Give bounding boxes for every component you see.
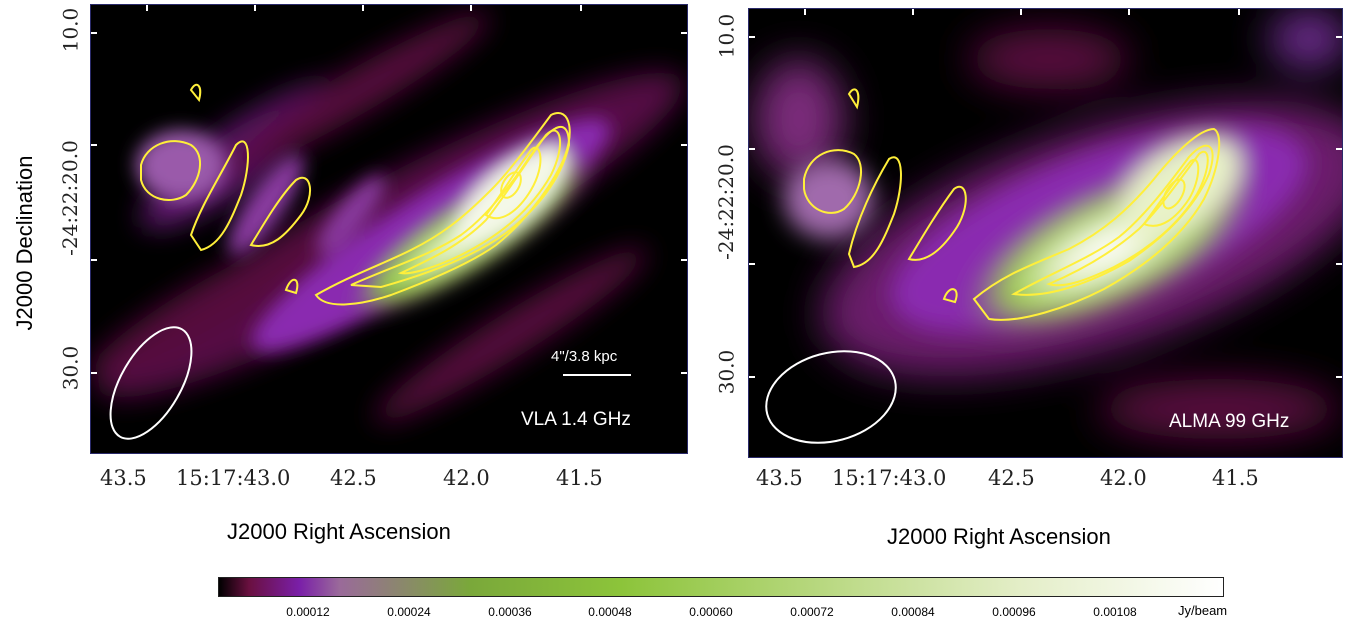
alma-map-image: ALMA 99 GHz <box>749 9 1342 457</box>
xtick-right-0: 43.5 <box>756 466 803 490</box>
ytick-left-30: 30.0 <box>58 345 83 391</box>
scalebar-label: 4"/3.8 kpc <box>551 348 618 365</box>
xtick-right-3: 42.0 <box>1100 466 1147 490</box>
xtick-left-4: 41.5 <box>556 466 603 490</box>
xtick-right-2: 42.5 <box>988 466 1035 490</box>
colorbar-tick: 0.00060 <box>689 605 733 619</box>
alma-panel-label: ALMA 99 GHz <box>1169 411 1289 432</box>
colorbar <box>218 577 1224 597</box>
vla-map-image: 4"/3.8 kpc VLA 1.4 GHz <box>91 5 687 453</box>
beam-ellipse <box>109 326 193 440</box>
colorbar-unit: Jy/beam <box>1178 603 1228 618</box>
colorbar-tick: 0.00084 <box>891 605 935 619</box>
ytick-right-10: 10.0 <box>714 13 739 59</box>
colorbar-tick: 0.00096 <box>992 605 1036 619</box>
y-axis-label: J2000 Declination <box>12 155 37 331</box>
x-axis-label-left: J2000 Right Ascension <box>227 519 451 544</box>
x-axis-label-right: J2000 Right Ascension <box>887 524 1111 549</box>
colorbar-tick: 0.00024 <box>387 605 431 619</box>
xtick-left-2: 42.5 <box>330 466 377 490</box>
colorbar-tick: 0.00072 <box>790 605 834 619</box>
ytick-right-20: -24:22:20.0 <box>713 144 738 260</box>
beam-ellipse <box>765 350 897 444</box>
xtick-left-1: 15:17:43.0 <box>176 466 291 490</box>
xtick-left-3: 42.0 <box>443 466 490 490</box>
xtick-right-1: 15:17:43.0 <box>832 466 947 490</box>
ytick-left-20: -24:22:20.0 <box>57 140 82 256</box>
alma-map-panel: ALMA 99 GHz <box>748 8 1343 458</box>
colorbar-tick: 0.00036 <box>488 605 532 619</box>
ytick-left-10: 10.0 <box>58 7 83 53</box>
colorbar-tick: 0.00048 <box>588 605 632 619</box>
ytick-right-30: 30.0 <box>714 349 739 395</box>
colorbar-tick: 0.00012 <box>286 605 330 619</box>
xtick-left-0: 43.5 <box>100 466 147 490</box>
vla-panel-label: VLA 1.4 GHz <box>521 409 631 430</box>
vla-map-panel: 4"/3.8 kpc VLA 1.4 GHz <box>90 4 688 454</box>
xtick-right-4: 41.5 <box>1212 466 1259 490</box>
colorbar-tick: 0.00108 <box>1093 605 1137 619</box>
